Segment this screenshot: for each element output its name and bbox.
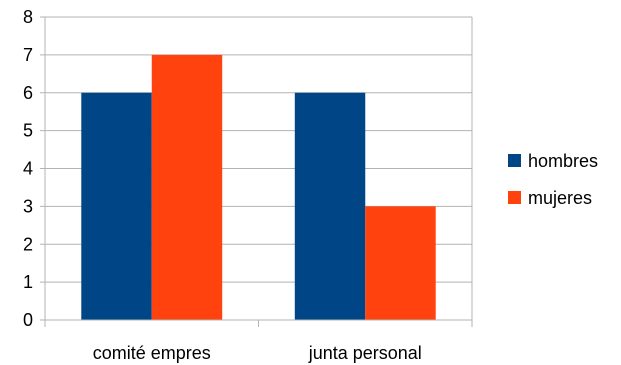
bar-hombres-2	[294, 92, 366, 320]
legend-swatch-hombres	[508, 154, 521, 167]
legend-label-mujeres: mujeres	[528, 188, 592, 208]
x-category-label: junta personal	[308, 343, 422, 363]
legend-label-hombres: hombres	[528, 151, 598, 171]
legend: hombres mujeres	[508, 151, 598, 208]
bar-mujeres-1	[151, 54, 223, 320]
y-tick-label: 1	[23, 272, 33, 292]
y-tick-label: 5	[23, 121, 33, 141]
y-tick-label: 4	[23, 159, 33, 179]
y-axis-tick-labels: 0 1 2 3 4 5 6 7 8	[23, 7, 33, 330]
y-tick-label: 3	[23, 196, 33, 216]
x-axis-category-labels: comité empres junta personal	[93, 343, 422, 363]
bars	[81, 54, 436, 320]
bar-hombres-1	[81, 92, 152, 320]
bar-mujeres-2	[365, 206, 436, 320]
y-tick-label: 8	[23, 7, 33, 27]
y-tick-label: 6	[23, 83, 33, 103]
y-tick-label: 2	[23, 234, 33, 254]
y-tick-label: 0	[23, 310, 33, 330]
x-category-label: comité empres	[93, 343, 211, 363]
legend-swatch-mujeres	[508, 191, 521, 204]
axes	[40, 16, 473, 327]
y-tick-label: 7	[23, 45, 33, 65]
